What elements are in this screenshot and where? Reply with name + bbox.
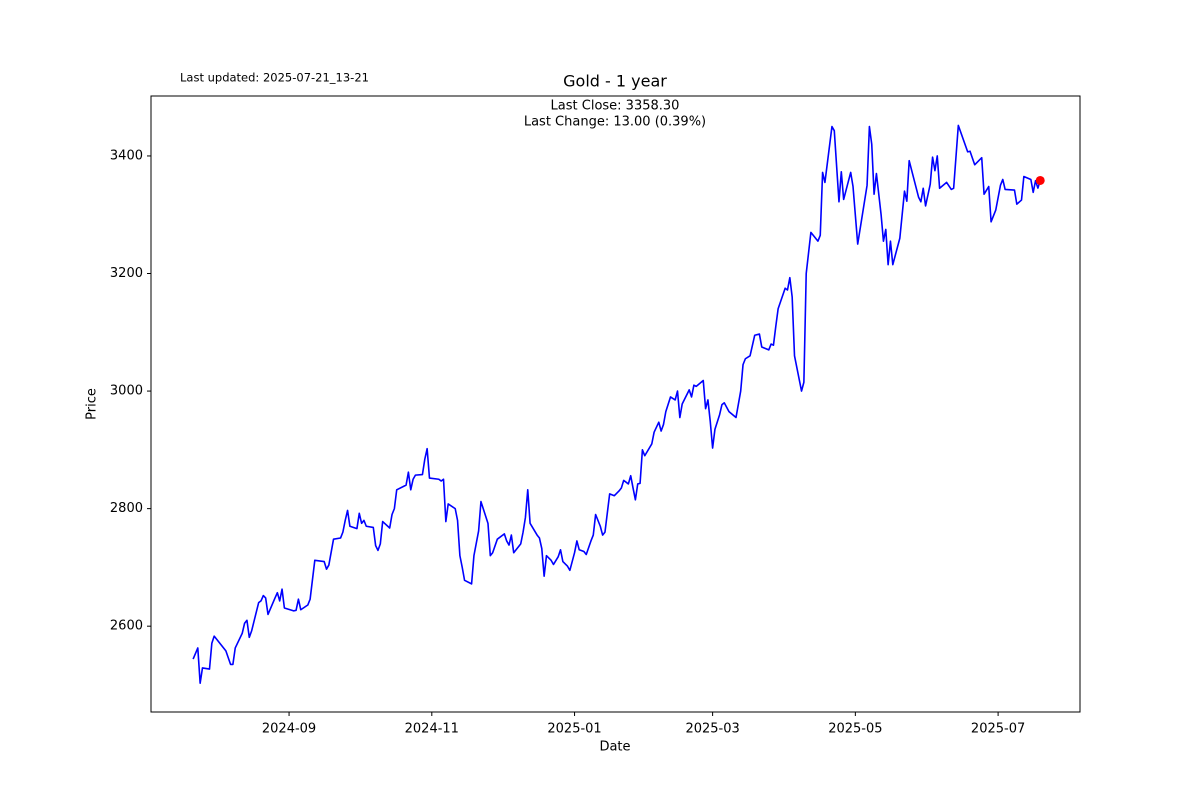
y-tick-label: 3200 — [110, 266, 143, 281]
x-tick-label: 2024-11 — [405, 722, 459, 737]
y-tick-label: 3400 — [110, 148, 143, 163]
last-close-marker — [1035, 175, 1045, 185]
annotation: Last Close: 3358.30 — [551, 99, 680, 114]
plot-frame — [150, 95, 1081, 713]
x-tick-label: 2025-05 — [828, 722, 882, 737]
x-tick-label: 2024-09 — [262, 722, 316, 737]
y-tick-label: 3000 — [110, 384, 143, 399]
annotation: Last Change: 13.00 (0.39%) — [524, 115, 706, 130]
chart-title: Gold - 1 year — [563, 72, 667, 91]
x-tick-label: 2025-07 — [971, 722, 1025, 737]
y-tick-label: 2800 — [110, 501, 143, 516]
price-line — [192, 124, 1041, 684]
x-tick-label: 2025-01 — [547, 722, 601, 737]
x-axis-label: Date — [599, 740, 630, 755]
x-tick-label: 2025-03 — [685, 722, 739, 737]
y-axis-label: Price — [85, 388, 100, 420]
last-updated: Last updated: 2025-07-21_13-21 — [180, 71, 369, 85]
y-tick-label: 2600 — [110, 619, 143, 634]
